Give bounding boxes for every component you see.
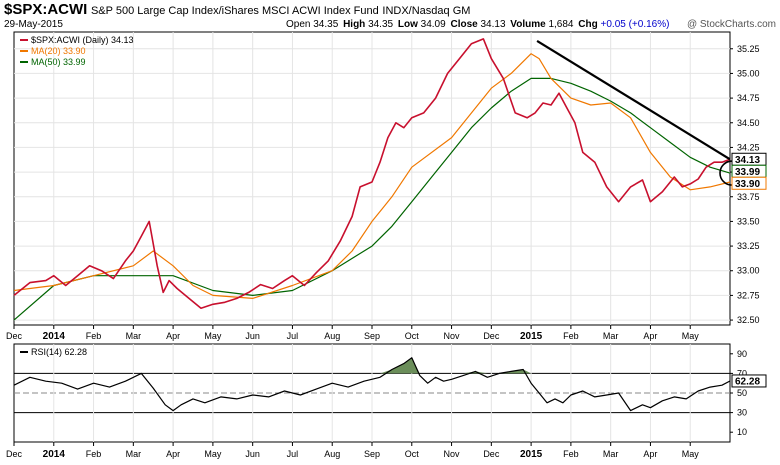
close-value: 34.13	[480, 19, 506, 30]
legend-label-rsi: RSI(14) 62.28	[31, 347, 87, 357]
rsi-series-group	[13, 357, 731, 412]
x-tick-label: Jul	[287, 331, 299, 341]
y-tick-label: 30	[737, 408, 747, 418]
volume-label: Volume	[510, 19, 546, 30]
x-tick-label: 2015	[520, 449, 543, 460]
rsi-y-axis: 10 30 50 70 90	[730, 349, 747, 437]
y-tick-label: 32.75	[737, 290, 760, 300]
x-tick-label: Dec	[483, 331, 500, 341]
y-tick-label: 34.75	[737, 93, 760, 103]
x-tick-label: Sep	[364, 331, 380, 341]
low-label: Low	[397, 19, 418, 30]
x-tick-label: Aug	[324, 449, 340, 459]
x-tick-label: Feb	[563, 331, 579, 341]
series-line-rsi	[13, 357, 731, 412]
y-tick-label: 33.75	[737, 192, 760, 202]
x-tick-label: Dec	[483, 449, 500, 459]
high-value: 34.35	[368, 19, 394, 30]
change-label: Chg	[578, 19, 598, 30]
series-line-price	[13, 38, 731, 309]
ohlc-readout: Open 34.35 High 34.35 Low 34.09 Close 34…	[286, 19, 669, 30]
x-tick-label: Apr	[643, 331, 657, 341]
rsi-gridlines	[14, 344, 730, 442]
x-tick-label: 2014	[43, 331, 66, 342]
x-tick-label: Apr	[643, 449, 657, 459]
x-tick-label: May	[204, 449, 222, 459]
last-value-tag: 33.99	[735, 167, 760, 178]
legend-label-ma50: MA(50) 33.99	[31, 57, 86, 67]
open-value: 34.35	[313, 19, 339, 30]
chart-title: $SPX:ACWI S&P 500 Large Cap Index/iShare…	[4, 1, 470, 18]
y-tick-label: 33.50	[737, 216, 760, 226]
rsi-last-value-tag: 62.28	[735, 376, 760, 387]
volume-value: 1,684	[548, 19, 574, 30]
open-label: Open	[286, 19, 311, 30]
x-tick-label: Mar	[603, 331, 619, 341]
x-tick-label: Feb	[86, 331, 102, 341]
rsi-last-value-tag-box	[731, 374, 767, 388]
x-tick-label: May	[204, 331, 222, 341]
description: S&P 500 Large Cap Index/iShares MSCI ACW…	[90, 5, 379, 17]
x-tick-label: Dec	[6, 449, 23, 459]
x-tick-label: 2015	[520, 331, 543, 342]
y-tick-label: 34.25	[737, 142, 760, 152]
x-tick-label: May	[682, 449, 700, 459]
change-value: +0.05 (+0.16%)	[600, 19, 670, 30]
rsi-overbought-fill	[380, 357, 420, 374]
price-series-group	[13, 38, 745, 321]
x-tick-label: Feb	[563, 449, 579, 459]
rsi-legend: RSI(14) 62.28 62.28	[20, 347, 767, 388]
y-tick-label: 35.25	[737, 44, 760, 54]
price-x-axis: Dec 2014 Feb Mar Apr May Jun Jul Aug Sep Oct Nov Dec…	[6, 325, 699, 342]
y-tick-label: 33.25	[737, 241, 760, 251]
x-tick-label: Dec	[6, 331, 23, 341]
x-tick-label: Oct	[405, 449, 420, 459]
exchange: INDX/Nasdaq GM	[382, 5, 471, 17]
x-tick-label: May	[682, 331, 700, 341]
trendline	[536, 39, 731, 161]
x-tick-label: 2014	[43, 449, 66, 460]
x-tick-label: Nov	[444, 331, 461, 341]
y-tick-label: 90	[737, 349, 747, 359]
legend-label-ma20: MA(20) 33.90	[31, 46, 86, 56]
x-tick-label: Feb	[86, 449, 102, 459]
x-tick-label: Mar	[603, 449, 619, 459]
chart-date: 29-May-2015	[4, 19, 63, 30]
last-value-tag-box	[731, 176, 767, 190]
x-tick-label: Jul	[287, 449, 299, 459]
x-tick-label: Jun	[245, 449, 260, 459]
x-tick-label: Nov	[444, 449, 461, 459]
x-tick-label: Sep	[364, 449, 380, 459]
low-value: 34.09	[420, 19, 446, 30]
rsi-x-axis: Dec 2014 Feb Mar Apr May Jun Jul Aug Sep Oct Nov Dec…	[6, 442, 699, 460]
y-tick-label: 70	[737, 368, 747, 378]
series-line-ma50	[13, 77, 731, 321]
brand-watermark: @ StockCharts.com	[686, 19, 776, 30]
y-tick-label: 33.00	[737, 266, 760, 276]
y-tick-label: 34.50	[737, 118, 760, 128]
last-value-tag: 33.90	[735, 179, 760, 190]
symbol: $SPX:ACWI	[4, 1, 88, 18]
x-tick-label: Mar	[126, 449, 142, 459]
close-label: Close	[450, 19, 478, 30]
x-tick-label: Apr	[166, 331, 180, 341]
x-tick-label: Oct	[405, 331, 420, 341]
x-tick-label: Apr	[166, 449, 180, 459]
legend-label-price: $SPX:ACWI (Daily) 34.13	[31, 35, 134, 45]
x-tick-label: Mar	[126, 331, 142, 341]
y-tick-label: 32.50	[737, 315, 760, 325]
y-tick-label: 35.00	[737, 68, 760, 78]
x-tick-label: Aug	[324, 331, 340, 341]
series-line-ma20	[13, 53, 731, 299]
high-label: High	[343, 19, 366, 30]
y-tick-label: 10	[737, 427, 747, 437]
y-tick-label: 50	[737, 388, 747, 398]
x-tick-label: Jun	[245, 331, 260, 341]
last-value-tag: 34.13	[735, 155, 760, 166]
